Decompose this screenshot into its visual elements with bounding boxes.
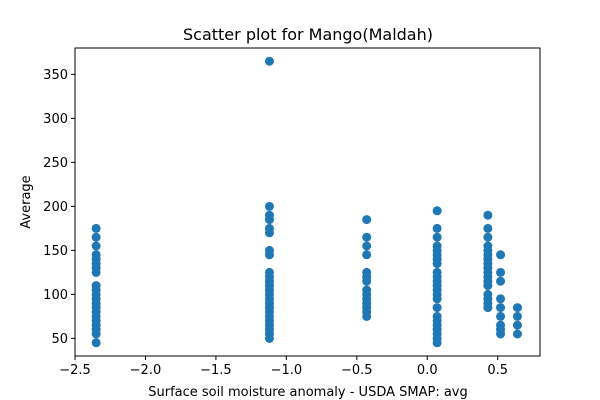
x-tick-label: −2.5 — [59, 363, 91, 378]
data-point — [432, 206, 442, 216]
data-point — [496, 303, 506, 313]
y-axis: 50 100 150 200 250 300 350 — [43, 68, 75, 347]
data-point — [483, 281, 493, 291]
y-tick-label: 200 — [43, 200, 68, 215]
x-tick-label: −2.0 — [130, 363, 162, 378]
plot-frame — [74, 47, 541, 357]
data-point — [512, 311, 522, 321]
data-point — [264, 201, 274, 211]
y-tick-label: 50 — [51, 332, 68, 347]
data-point — [362, 241, 372, 251]
chart-title: Scatter plot for Mango(Maldah) — [183, 25, 433, 44]
data-point — [264, 333, 274, 343]
x-tick-label: −0.5 — [341, 363, 373, 378]
x-tick-label: −1.0 — [271, 363, 303, 378]
data-point — [483, 303, 493, 313]
data-point — [91, 250, 101, 260]
data-point — [432, 338, 442, 348]
data-point — [264, 250, 274, 260]
data-point — [91, 223, 101, 233]
data-point — [496, 276, 506, 286]
data-point — [91, 232, 101, 242]
x-axis: −2.5 −2.0 −1.5 −1.0 −0.5 0.0 0.5 — [59, 356, 508, 378]
data-point — [362, 232, 372, 242]
y-tick-label: 100 — [43, 288, 68, 303]
data-point — [483, 232, 493, 242]
data-point — [496, 294, 506, 304]
y-tick-label: 150 — [43, 244, 68, 259]
data-point — [483, 223, 493, 233]
y-tick-label: 300 — [43, 112, 68, 127]
data-point — [432, 294, 442, 304]
data-point — [432, 232, 442, 242]
data-point — [91, 338, 101, 348]
y-axis-label: Average — [19, 175, 34, 228]
data-point — [264, 215, 274, 225]
data-point — [432, 259, 442, 269]
data-point — [362, 276, 372, 286]
data-point — [264, 56, 274, 66]
data-point — [512, 303, 522, 313]
data-point — [362, 215, 372, 225]
data-point — [362, 250, 372, 260]
data-point — [512, 320, 522, 330]
data-point — [362, 311, 372, 321]
x-tick-label: 0.0 — [417, 363, 438, 378]
data-point — [483, 210, 493, 220]
y-tick-label: 250 — [43, 156, 68, 171]
data-point — [432, 223, 442, 233]
data-point — [496, 329, 506, 339]
x-tick-label: 0.5 — [487, 363, 508, 378]
data-point — [91, 281, 101, 291]
y-tick-label: 350 — [43, 68, 68, 83]
data-point — [496, 311, 506, 321]
data-point — [496, 267, 506, 277]
x-axis-label: Surface soil moisture anomaly - USDA SMA… — [148, 385, 468, 400]
data-point — [264, 228, 274, 238]
data-point — [91, 241, 101, 251]
x-tick-label: −1.5 — [200, 363, 232, 378]
data-point — [496, 250, 506, 260]
data-point — [432, 303, 442, 313]
data-point — [512, 329, 522, 339]
points-layer — [91, 56, 522, 348]
